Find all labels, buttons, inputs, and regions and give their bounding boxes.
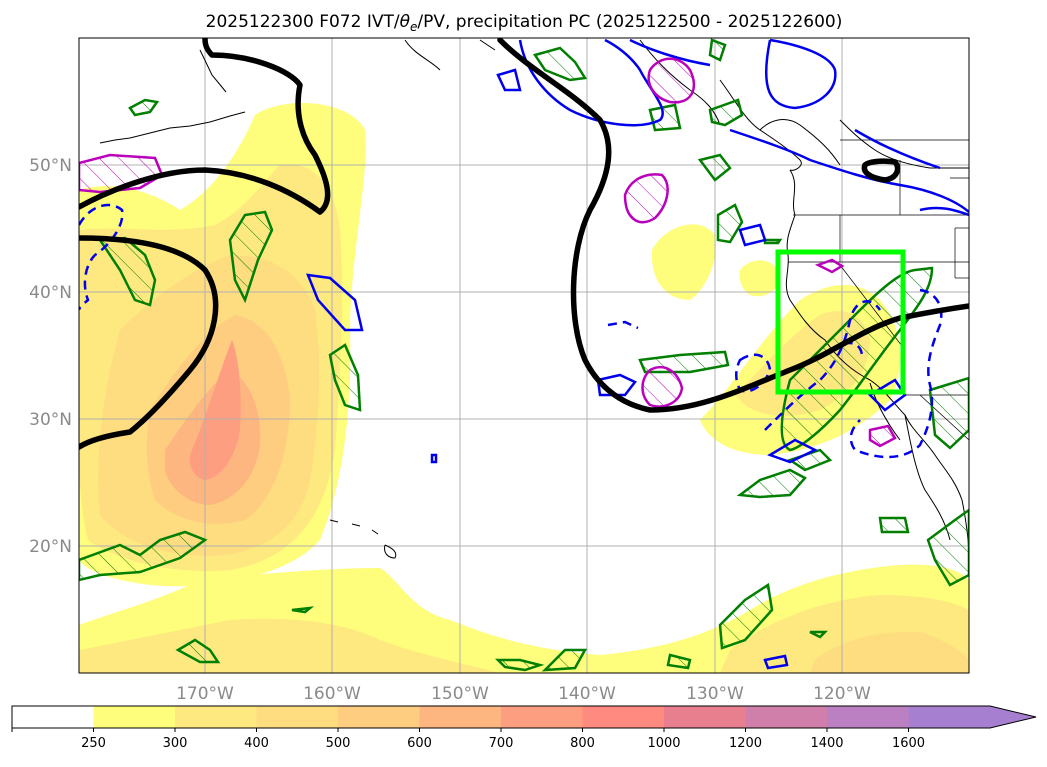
colorbar-swatch	[582, 706, 665, 728]
colorbar-tick-label: 1600	[892, 736, 925, 751]
colorbar-outline	[11, 705, 1037, 729]
lon-tick-label: 130°W	[686, 684, 744, 704]
lon-tick-label: 160°W	[303, 684, 361, 704]
lat-tick-label: 50°N	[29, 156, 72, 176]
map-frame	[78, 37, 970, 674]
colorbar-swatch	[419, 706, 502, 728]
colorbar-tick-label: 500	[326, 736, 351, 751]
lon-tick-label: 170°W	[176, 684, 234, 704]
jet-contours	[79, 38, 969, 450]
ivt-fill-250-b	[651, 224, 716, 300]
colorbar-swatch	[501, 706, 583, 728]
colorbar-tick-label: 1200	[729, 736, 762, 751]
colorbar-extend-arrow	[990, 706, 1036, 728]
ivt-fill-250-d	[739, 260, 780, 297]
lat-tick-label: 20°N	[29, 537, 72, 557]
colorbar-swatch	[745, 706, 828, 728]
figure-title: 2025122300 F072 IVT/θe/PV, precipitation…	[206, 12, 843, 34]
ivt-fill-400-se	[810, 631, 969, 673]
ivt-contours-dashed	[79, 203, 943, 459]
lat-tick-label: 40°N	[29, 283, 72, 303]
colorbar-tick-label: 700	[489, 736, 514, 751]
colorbar-swatch	[175, 706, 257, 728]
colorbar-swatch	[664, 706, 746, 728]
ivt-contours	[306, 38, 969, 670]
lon-tick-label: 150°W	[431, 684, 489, 704]
lon-axis-labels: 170°W 160°W 150°W 140°W 130°W 120°W	[176, 684, 871, 704]
colorbar-swatch	[93, 706, 176, 728]
colorbar: 250 300 400 500 600 700 800 1000 1200 1400 1600	[11, 705, 1037, 751]
lon-tick-label: 120°W	[813, 684, 871, 704]
colorbar-swatch	[827, 706, 909, 728]
lat-tick-label: 30°N	[29, 410, 72, 430]
colorbar-swatch	[908, 706, 991, 728]
colorbar-tick-label: 300	[163, 736, 188, 751]
colorbar-swatch	[12, 706, 94, 728]
lat-axis-labels: 50°N 40°N 30°N 20°N	[29, 156, 72, 557]
colorbar-swatch	[256, 706, 339, 728]
colorbar-swatch	[338, 706, 420, 728]
map-panel	[78, 37, 970, 674]
colorbar-tick-label: 800	[570, 736, 595, 751]
theta-contours	[79, 57, 897, 448]
focus-region-box	[775, 249, 906, 395]
pv-contours	[79, 38, 969, 672]
colorbar-tick-label: 250	[81, 736, 106, 751]
ivt-fill-300-south	[79, 618, 500, 673]
colorbar-tick-label: 600	[407, 736, 432, 751]
islands	[99, 39, 496, 559]
colorbar-tick-label: 400	[244, 736, 269, 751]
ivt-fill-700	[189, 340, 241, 480]
lon-tick-label: 140°W	[558, 684, 616, 704]
colorbar-tick-label: 1000	[647, 736, 680, 751]
colorbar-tick-label: 1400	[810, 736, 843, 751]
